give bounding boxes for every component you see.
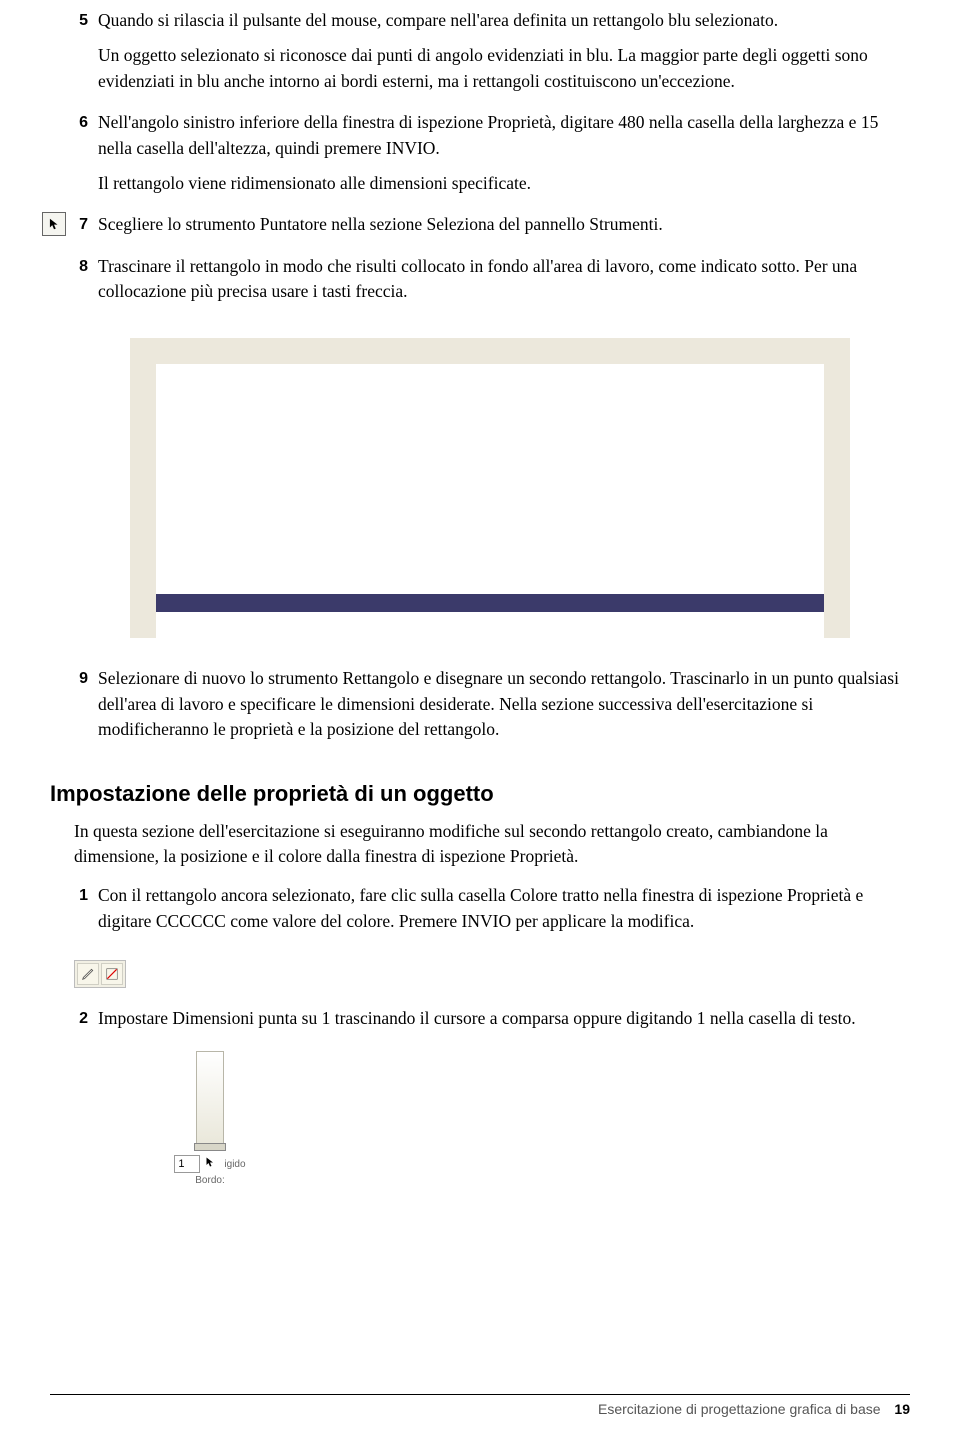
step-number: 6: [74, 110, 98, 206]
step-7: 7 Scegliere lo strumento Puntatore nella…: [74, 212, 910, 247]
no-stroke-icon: [101, 963, 123, 985]
section-heading: Impostazione delle proprietà di un ogget…: [50, 781, 910, 807]
stroke-color-tools: [74, 960, 126, 988]
step-8: 8 Trascinare il rettangolo in modo che r…: [74, 254, 910, 315]
slider-value-input: 1: [174, 1155, 200, 1173]
step-text: Un oggetto selezionato si riconosce dai …: [98, 43, 910, 94]
stroke-size-slider-figure: 1 igido Bordo:: [150, 1051, 270, 1186]
section-step-2: 2 Impostare Dimensioni punta su 1 trasci…: [74, 1006, 910, 1041]
slider-track: [196, 1051, 224, 1151]
figure-blue-rectangle: [156, 594, 824, 612]
figure-workspace: [130, 338, 850, 638]
cursor-icon: [204, 1155, 216, 1173]
step-6: 6 Nell'angolo sinistro inferiore della f…: [74, 110, 910, 206]
step-number: 8: [74, 254, 98, 315]
page-number: 19: [894, 1401, 910, 1417]
step-text: Scegliere lo strumento Puntatore nella s…: [98, 212, 910, 237]
page-footer: Esercitazione di progettazione grafica d…: [50, 1394, 910, 1417]
step-number: 7: [74, 212, 98, 247]
slider-bottom-label: Bordo:: [150, 1175, 270, 1186]
step-text: Selezionare di nuovo lo strumento Rettan…: [98, 666, 910, 742]
footer-text: Esercitazione di progettazione grafica d…: [598, 1401, 881, 1417]
step-9: 9 Selezionare di nuovo lo strumento Rett…: [74, 666, 910, 752]
section-intro: In questa sezione dell'esercitazione si …: [74, 819, 910, 870]
section-step-1: 1 Con il rettangolo ancora selezionato, …: [74, 883, 910, 944]
step-5: 5 Quando si rilascia il pulsante del mou…: [74, 8, 910, 104]
step-text: Quando si rilascia il pulsante del mouse…: [98, 8, 910, 33]
step-number: 2: [74, 1006, 98, 1041]
step-text: Con il rettangolo ancora selezionato, fa…: [98, 883, 910, 934]
step-text: Impostare Dimensioni punta su 1 trascina…: [98, 1006, 910, 1031]
step-text: Nell'angolo sinistro inferiore della fin…: [98, 110, 910, 161]
step-text: Il rettangolo viene ridimensionato alle …: [98, 171, 910, 196]
slider-handle: [194, 1143, 226, 1151]
slider-right-label: igido: [224, 1159, 245, 1170]
step-number: 9: [74, 666, 98, 752]
step-number: 1: [74, 883, 98, 944]
pointer-tool-icon: [42, 212, 66, 236]
pencil-icon: [77, 963, 99, 985]
step-text: Trascinare il rettangolo in modo che ris…: [98, 254, 910, 305]
step-number: 5: [74, 8, 98, 104]
